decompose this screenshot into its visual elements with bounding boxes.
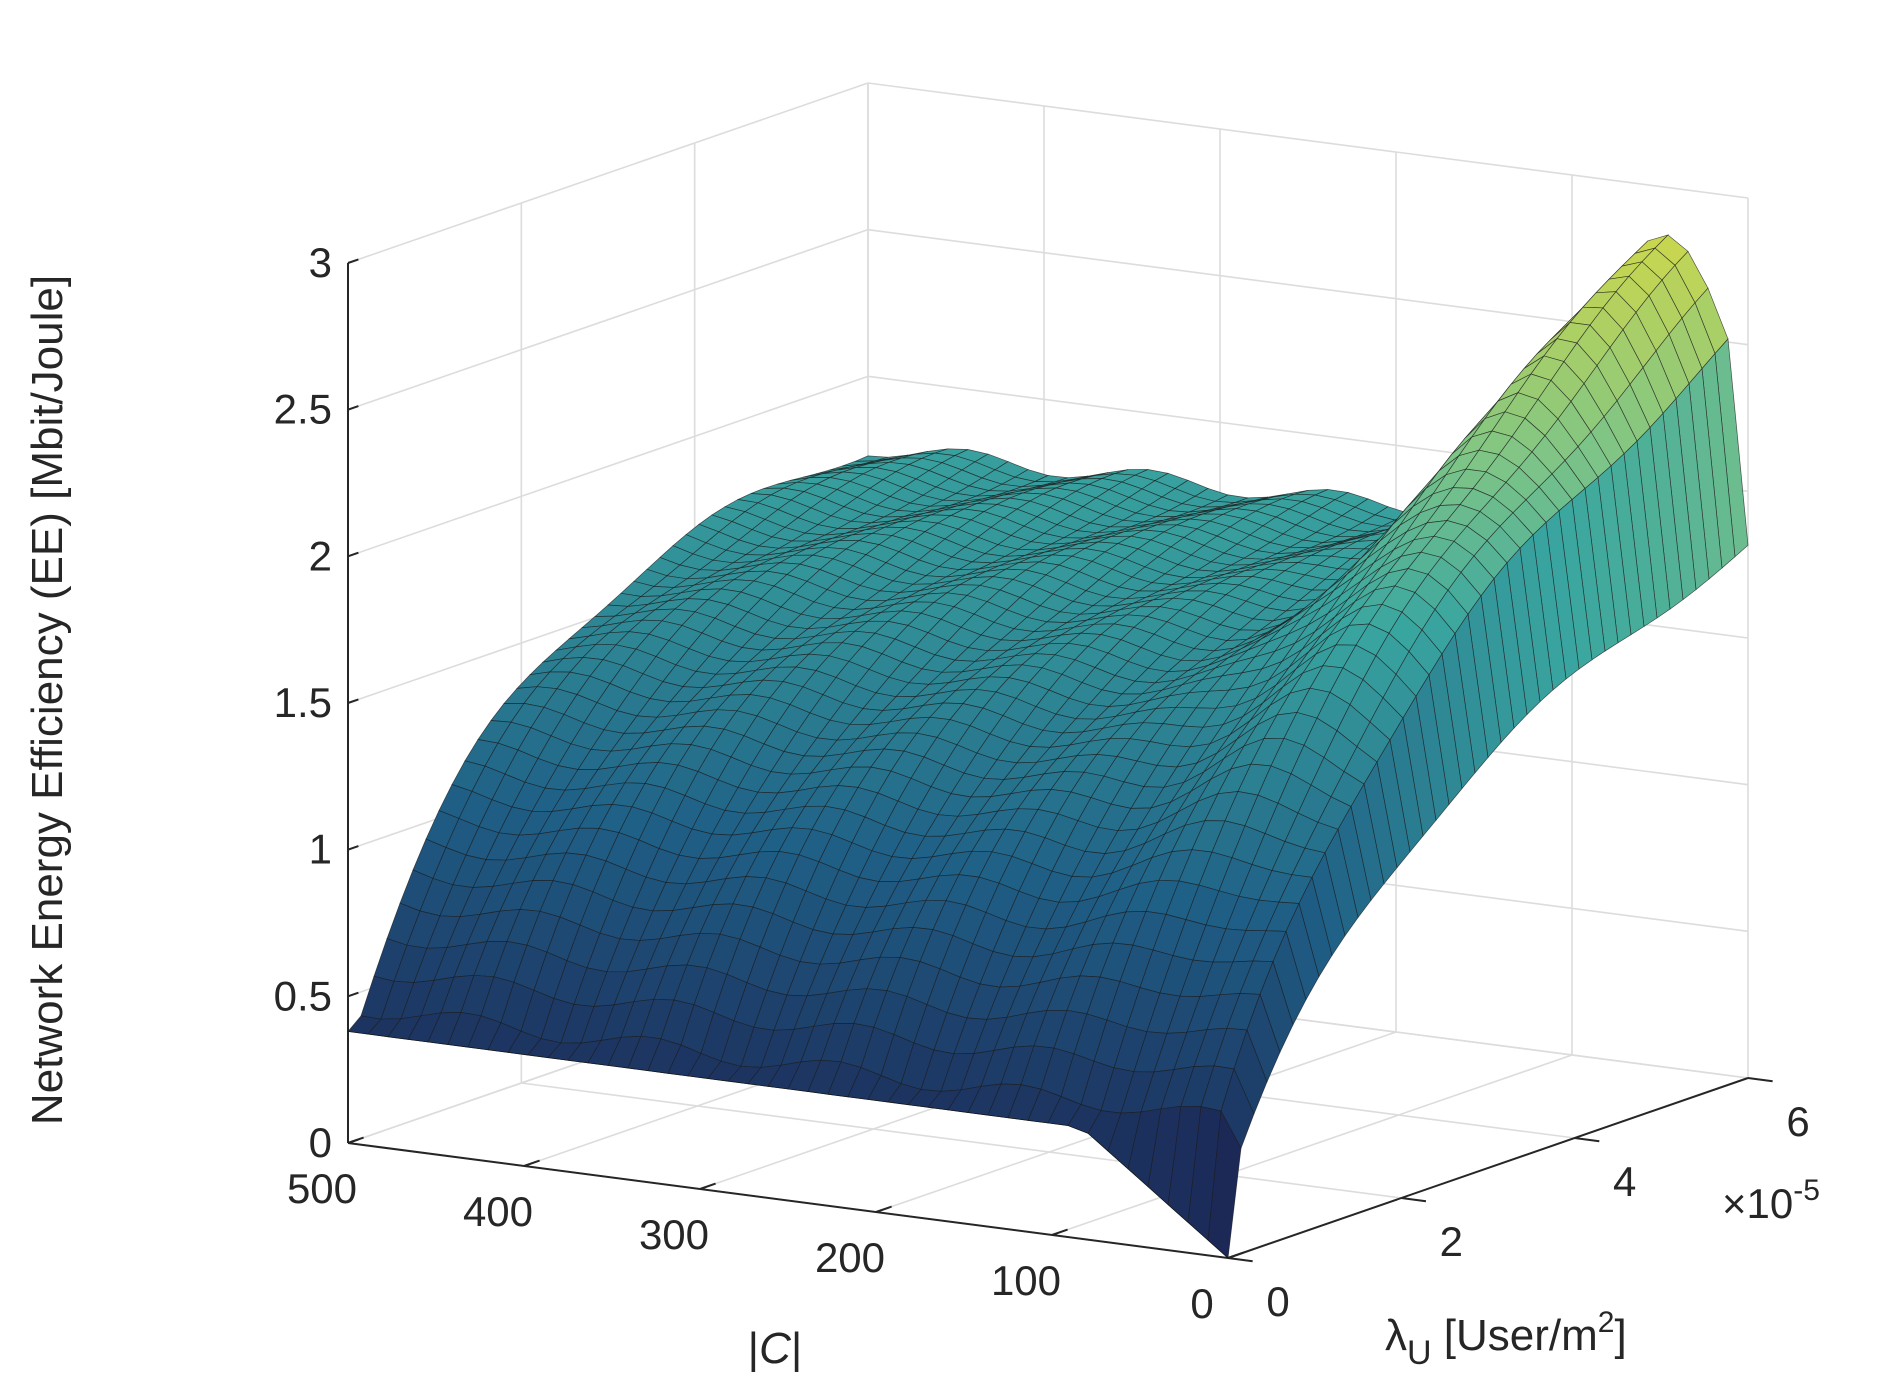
y-axis-line [1227,1077,1749,1259]
x-tick-mark [1227,1251,1244,1259]
x-tick-label: 0 [1190,1280,1213,1327]
grid-line-z-left [347,82,869,264]
x-axis-line [347,1142,1229,1259]
z-tick-mark [347,551,359,558]
z-tick-mark [347,991,359,998]
z-tick-mark [347,258,359,264]
y-tick-mark [1574,1137,1600,1143]
grid-line-x-floor [1051,1054,1573,1236]
z-tick-label: 2.5 [274,386,332,433]
y-tick-label: 2 [1440,1218,1463,1265]
y-tick-label: 0 [1266,1278,1289,1325]
z-tick-mark [347,405,359,411]
z-tick-label: 1.5 [274,679,332,726]
label-layer: Network Energy Efficiency (EE) [Mbit/Jou… [23,275,1820,1373]
y-tick-label: 6 [1786,1098,1809,1145]
z-tick-label: 0.5 [274,972,332,1019]
z-tick-mark [347,1138,359,1144]
x-tick-mark [699,1182,716,1190]
x-tick-label: 500 [287,1165,357,1212]
y-tick-mark [1401,1197,1427,1203]
grid-line-z-right [867,82,1749,199]
z-tick-mark [347,698,359,704]
z-tick-label: 2 [309,532,332,579]
x-tick-mark [523,1159,540,1167]
z-tick-label: 1 [309,826,332,873]
x-axis-label: |C| [748,1324,803,1373]
x-tick-mark [1051,1228,1068,1236]
grid-line-z-left [347,375,869,558]
y-axis-label: λU [User/m2] [1385,1306,1627,1372]
x-tick-label: 400 [463,1188,533,1235]
x-tick-mark [875,1205,892,1213]
x-tick-label: 200 [815,1234,885,1281]
z-tick-label: 0 [309,1119,332,1166]
grid-line-z-left [347,228,869,411]
surface-front-edge [1207,1239,1229,1259]
x-tick-label: 100 [991,1257,1061,1304]
surface-layer [347,234,1749,1259]
y-tick-label: 4 [1613,1158,1636,1205]
y-tick-mark [1227,1257,1253,1263]
z-tick-label: 3 [309,239,332,286]
x-tick-label: 300 [639,1211,709,1258]
z-axis-label: Network Energy Efficiency (EE) [Mbit/Jou… [23,275,72,1125]
y-axis-multiplier: ×10-5 [1722,1174,1820,1227]
y-tick-mark [1747,1077,1773,1083]
grid-line-y-floor [521,1082,1402,1199]
z-tick-mark [347,845,359,851]
